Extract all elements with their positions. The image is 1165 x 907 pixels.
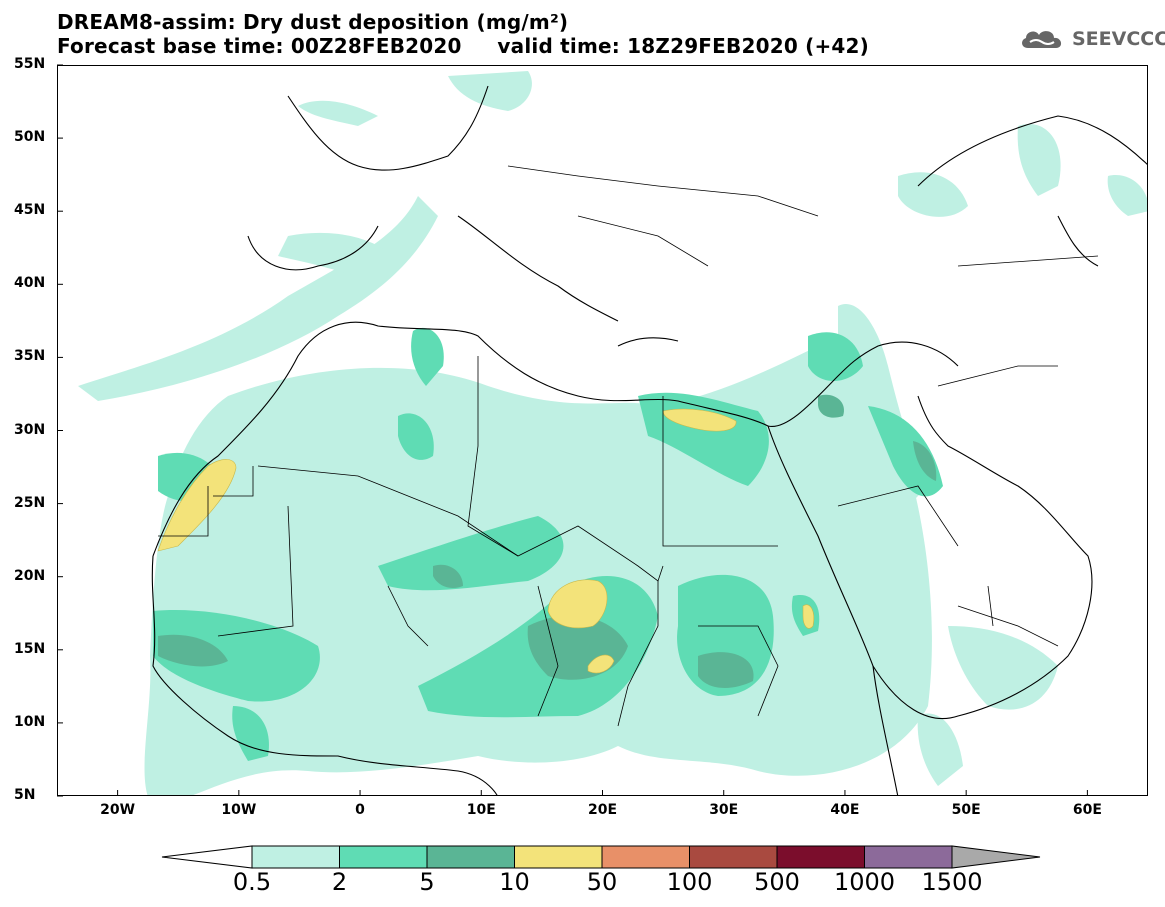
brand-logo: SEEVCCC [1018, 26, 1165, 52]
cloud-logo-icon [1022, 31, 1062, 48]
colorbar-label: 2 [331, 868, 348, 896]
colorbar-label: 5 [419, 868, 435, 896]
lon-label: 30E [709, 802, 739, 818]
colorbar-label: 1000 [833, 868, 896, 896]
colorbar-label: 10 [499, 868, 530, 896]
colorbar-swatch [601, 845, 690, 869]
lat-label: 10N [14, 713, 46, 730]
lat-label: 25N [14, 494, 46, 511]
lon-label: 50E [951, 802, 981, 818]
title-line-2: Forecast base time: 00Z28FEB2020 valid t… [57, 34, 869, 58]
lon-label: 40E [830, 802, 860, 818]
lon-label: 20W [100, 802, 136, 818]
lon-label: 0 [355, 802, 365, 818]
lat-label: 50N [14, 129, 46, 146]
coastlines [151, 85, 1147, 795]
colorbar-swatch [776, 845, 865, 869]
colorbar-label: 500 [754, 868, 800, 896]
colorbar-swatch [689, 845, 778, 869]
country-borders [158, 165, 1099, 727]
colorbar-over-arrow [951, 845, 1041, 869]
colorbar-label: 50 [586, 868, 618, 896]
map-panel [57, 65, 1148, 796]
lat-label: 20N [14, 567, 46, 584]
lon-label: 20E [587, 802, 618, 818]
brand-name: SEEVCCC [1072, 28, 1165, 50]
lat-label: 45N [14, 202, 46, 219]
colorbar-swatch [864, 845, 953, 869]
colorbar-swatch [251, 845, 340, 869]
colorbar-swatch [426, 845, 515, 869]
lat-label: 55N [14, 56, 46, 72]
lon-label: 60E [1072, 802, 1102, 818]
lat-label: 15N [14, 640, 46, 657]
colorbar-label: 1500 [921, 868, 983, 896]
lon-label: 10E [466, 802, 496, 818]
colorbar-swatch [339, 845, 428, 869]
colorbar-swatch [514, 845, 603, 869]
lon-label: 10W [221, 802, 257, 818]
colorbar-label: 0.5 [232, 868, 272, 896]
dust-level-10 [157, 408, 815, 674]
lat-label: 40N [14, 275, 46, 292]
colorbar [161, 845, 1041, 869]
dust-map [78, 71, 1147, 795]
title-line-1: DREAM8-assim: Dry dust deposition (mg/m²… [57, 10, 569, 34]
colorbar-under-arrow [161, 845, 253, 869]
lat-label: 30N [14, 421, 46, 438]
lat-label: 35N [14, 348, 46, 365]
lat-label: 5N [14, 787, 36, 803]
dust-level-5 [158, 394, 937, 688]
colorbar-label: 100 [666, 868, 713, 896]
